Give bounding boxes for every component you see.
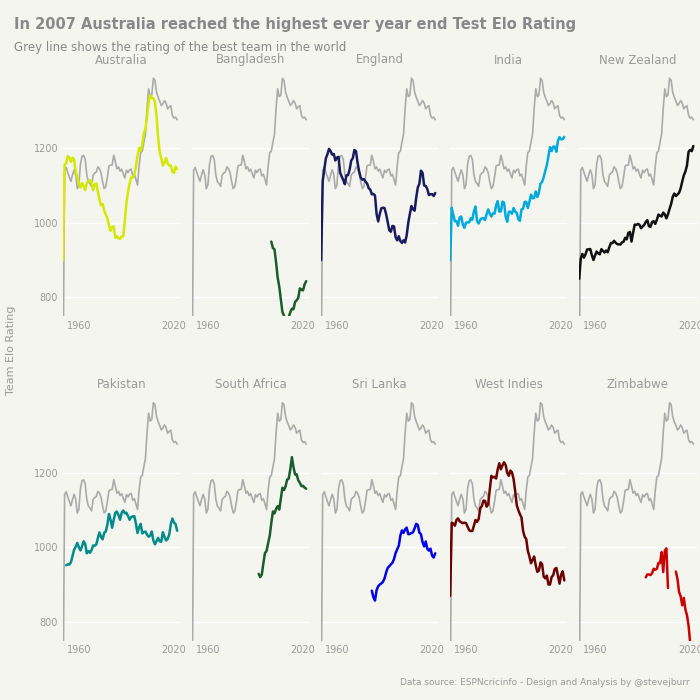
Title: Bangladesh: Bangladesh: [216, 53, 286, 66]
Title: Sri Lanka: Sri Lanka: [352, 378, 407, 391]
Title: West Indies: West Indies: [475, 378, 542, 391]
Text: Data source: ESPNcricinfo - Design and Analysis by @stevejburr: Data source: ESPNcricinfo - Design and A…: [400, 678, 690, 687]
Text: In 2007 Australia reached the highest ever year end Test Elo Rating: In 2007 Australia reached the highest ev…: [14, 18, 576, 32]
Title: Australia: Australia: [95, 53, 148, 66]
Text: Team Elo Rating: Team Elo Rating: [6, 305, 15, 395]
Title: New Zealand: New Zealand: [599, 53, 677, 66]
Title: Pakistan: Pakistan: [97, 378, 146, 391]
Title: South Africa: South Africa: [215, 378, 286, 391]
Text: Grey line shows the rating of the best team in the world: Grey line shows the rating of the best t…: [14, 41, 346, 54]
Title: England: England: [356, 53, 404, 66]
Title: India: India: [494, 53, 524, 66]
Title: Zimbabwe: Zimbabwe: [607, 378, 668, 391]
